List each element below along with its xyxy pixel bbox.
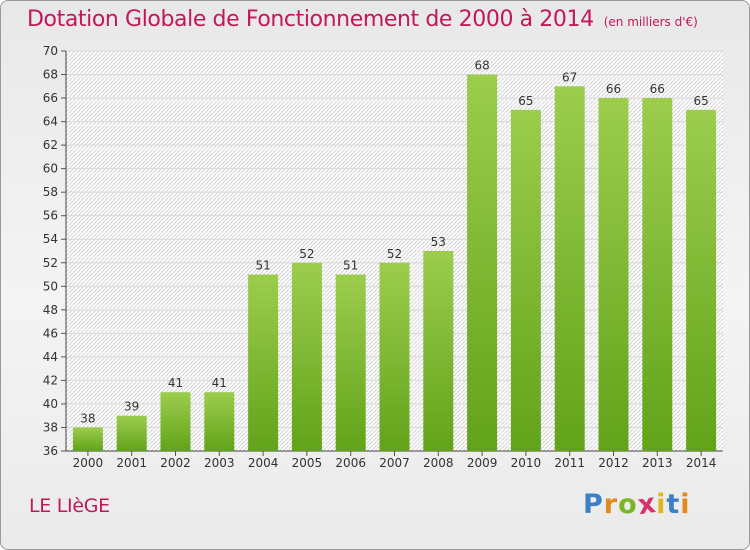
logo-letter: t: [666, 489, 681, 520]
bar: [248, 274, 279, 451]
data-label: 65: [518, 94, 533, 108]
y-tick-label: 42: [43, 373, 58, 387]
data-label: 52: [387, 247, 402, 261]
chart-subtitle: (en milliers d'€): [603, 15, 698, 29]
bar: [510, 109, 541, 451]
data-label: 51: [255, 259, 270, 273]
bar: [423, 251, 454, 451]
data-label: 41: [212, 376, 227, 390]
data-label: 52: [299, 247, 314, 261]
logo-letter: P: [583, 489, 604, 520]
data-label: 51: [343, 259, 358, 273]
data-label: 66: [606, 82, 621, 96]
logo-letter: i: [656, 489, 667, 520]
y-tick-label: 38: [43, 420, 58, 434]
x-tick-label: 2001: [116, 456, 147, 470]
y-tick-label: 48: [43, 303, 58, 317]
data-label: 67: [562, 70, 577, 84]
x-tick-label: 2002: [160, 456, 191, 470]
data-label: 39: [124, 400, 139, 414]
x-tick-label: 2009: [467, 456, 498, 470]
bar: [598, 98, 629, 451]
bar: [204, 392, 235, 451]
bar: [554, 86, 585, 451]
x-tick-label: 2006: [335, 456, 366, 470]
y-tick-label: 68: [43, 68, 58, 82]
y-tick-label: 54: [43, 232, 58, 246]
x-tick-label: 2014: [686, 456, 717, 470]
data-label: 38: [80, 411, 95, 425]
y-tick-label: 60: [43, 162, 58, 176]
data-label: 68: [474, 59, 489, 73]
y-tick-label: 56: [43, 209, 58, 223]
bar: [642, 98, 673, 451]
y-tick-label: 70: [43, 44, 58, 58]
logo-letter: o: [618, 489, 638, 520]
y-tick-label: 46: [43, 326, 58, 340]
commune-name: LE LIèGE: [29, 495, 110, 517]
chart-title: Dotation Globale de Fonctionnement de 20…: [27, 7, 698, 32]
y-tick-label: 62: [43, 138, 58, 152]
logo-letter: r: [603, 489, 619, 520]
x-tick-label: 2013: [642, 456, 673, 470]
bar: [72, 427, 103, 451]
bar: [291, 262, 322, 451]
bar: [686, 109, 717, 451]
x-tick-label: 2000: [73, 456, 104, 470]
y-tick-label: 40: [43, 397, 58, 411]
y-tick-label: 52: [43, 256, 58, 270]
y-tick-label: 44: [43, 350, 58, 364]
bar: [160, 392, 191, 451]
y-tick-label: 66: [43, 91, 58, 105]
y-tick-label: 58: [43, 185, 58, 199]
chart-title-text: Dotation Globale de Fonctionnement de 20…: [27, 7, 594, 32]
bar: [379, 262, 410, 451]
x-tick-label: 2003: [204, 456, 235, 470]
data-label: 65: [693, 94, 708, 108]
logo-letter: x: [635, 487, 659, 522]
y-tick-label: 50: [43, 279, 58, 293]
x-tick-label: 2008: [423, 456, 454, 470]
bar: [335, 274, 366, 451]
bar: [467, 74, 498, 451]
x-tick-label: 2005: [292, 456, 323, 470]
data-label: 53: [431, 235, 446, 249]
x-tick-label: 2012: [598, 456, 629, 470]
bar: [116, 415, 147, 451]
data-label: 41: [168, 376, 183, 390]
y-tick-label: 64: [43, 115, 58, 129]
proxiti-logo: Proxiti: [583, 487, 691, 522]
x-tick-label: 2011: [554, 456, 585, 470]
data-label: 66: [650, 82, 665, 96]
logo-letter: i: [680, 489, 691, 520]
x-tick-label: 2004: [248, 456, 279, 470]
x-tick-label: 2010: [511, 456, 542, 470]
x-tick-label: 2007: [379, 456, 410, 470]
y-tick-label: 36: [43, 444, 58, 458]
